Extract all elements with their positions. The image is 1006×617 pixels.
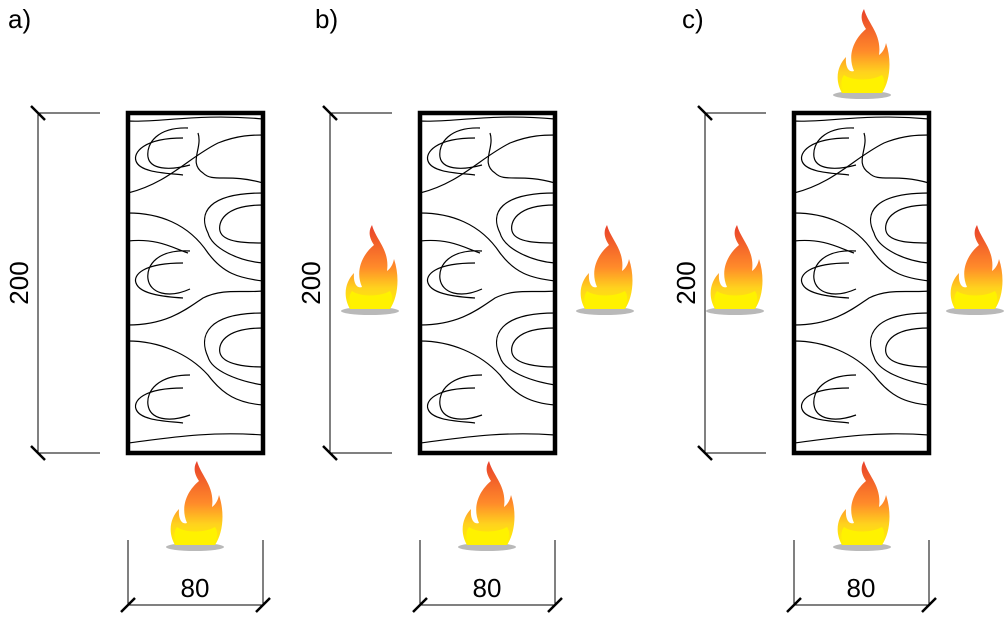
panel-a: a) 200 80 xyxy=(4,4,270,612)
height-dimension: 200 xyxy=(4,261,34,304)
width-dimension: 80 xyxy=(847,573,876,603)
panel-label: b) xyxy=(315,4,338,34)
width-dimension: 80 xyxy=(181,573,210,603)
panel-label: a) xyxy=(8,4,31,34)
width-dimension: 80 xyxy=(473,573,502,603)
panel-c: c) 200 80 xyxy=(671,4,1004,612)
height-dimension: 200 xyxy=(671,261,701,304)
height-dimension: 200 xyxy=(296,261,326,304)
panel-b: b) 200 80 xyxy=(296,4,634,612)
diagram: a) 200 80 b) 200 80 c) 200 80 xyxy=(0,0,1006,617)
panel-label: c) xyxy=(682,4,704,34)
